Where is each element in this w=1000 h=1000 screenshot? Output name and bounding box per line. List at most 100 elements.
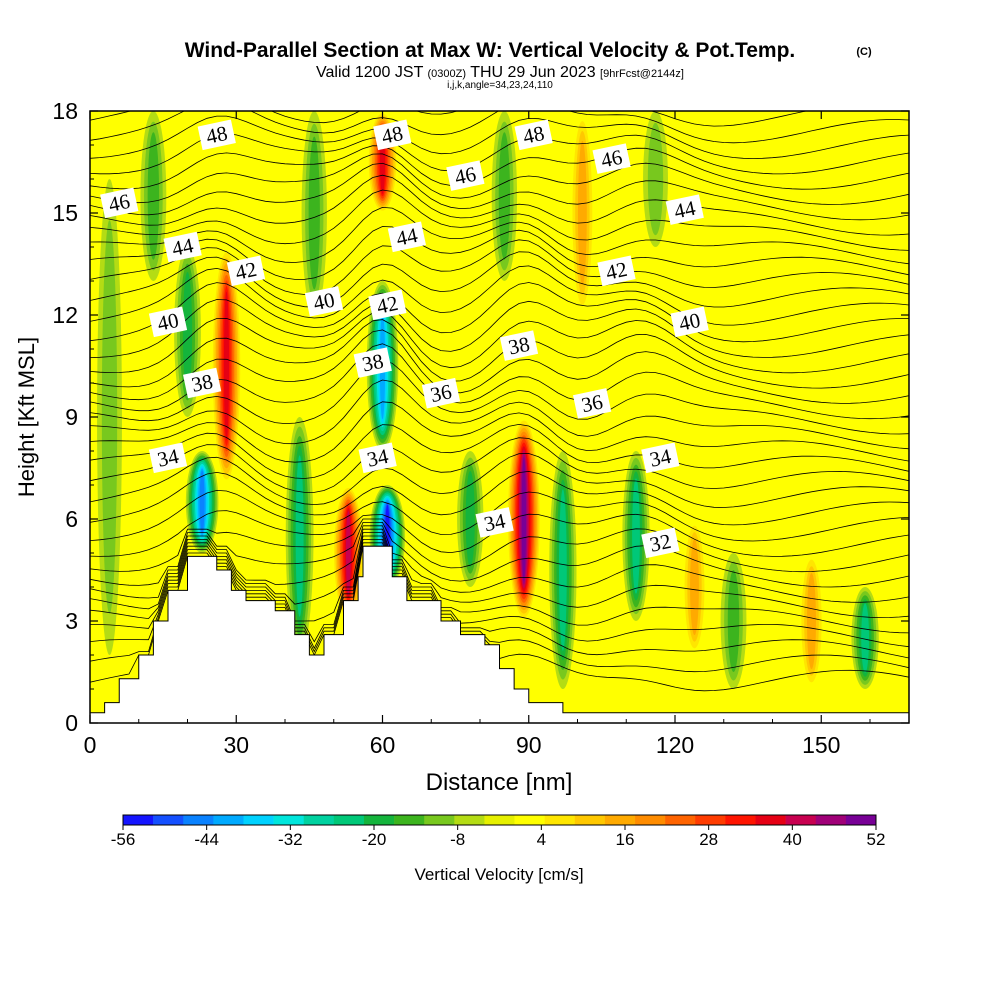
contour-label-box xyxy=(446,160,485,191)
contour-label-box xyxy=(387,221,426,253)
terrain xyxy=(89,545,910,724)
velocity-shade xyxy=(295,455,304,617)
contour-label-text: 42 xyxy=(233,257,259,285)
chart-title-mark: (C) xyxy=(856,46,872,58)
velocity-cell xyxy=(211,247,242,485)
y-tick-label: 3 xyxy=(65,608,78,634)
contour-label: 44 xyxy=(665,194,704,225)
velocity-shade xyxy=(861,603,870,673)
x-tick-label: 60 xyxy=(370,732,396,758)
pot-temp-line xyxy=(90,251,909,308)
contour-label: 40 xyxy=(304,286,344,317)
contour-label-box xyxy=(597,255,636,287)
contour-label-box xyxy=(641,527,680,559)
velocity-cell xyxy=(332,485,365,621)
contour-label-text: 46 xyxy=(106,189,132,217)
pot-temp-line xyxy=(90,311,909,374)
contour-label-box xyxy=(358,442,397,474)
colorbar-swatch xyxy=(514,815,545,825)
velocity-cell xyxy=(285,417,314,655)
colorbar-tick-label: 4 xyxy=(537,830,546,849)
y-tick-label: 0 xyxy=(65,710,78,736)
colorbar-tick-label: -56 xyxy=(111,830,136,849)
contour-label-text: 46 xyxy=(599,145,625,173)
contour-label-text: 40 xyxy=(677,308,703,336)
contour-label: 48 xyxy=(373,119,412,151)
velocity-shade xyxy=(147,132,160,260)
x-tick-label: 90 xyxy=(516,732,542,758)
contour-label: 44 xyxy=(387,221,426,253)
pot-temp-line xyxy=(90,153,909,205)
velocity-shade xyxy=(558,489,567,651)
velocity-cell xyxy=(569,111,596,315)
pot-temp-line xyxy=(90,528,909,619)
contour-label-box xyxy=(226,255,266,287)
chart-title: Wind-Parallel Section at Max W: Vertical… xyxy=(185,39,796,62)
colorbar-frame xyxy=(122,814,877,826)
contour-label-box xyxy=(183,367,222,399)
contour-label: 38 xyxy=(183,367,222,399)
contour-label-box xyxy=(197,119,236,151)
colorbar-swatch xyxy=(303,815,335,825)
colorbar-swatch xyxy=(243,815,274,825)
colorbar-swatch xyxy=(123,815,154,825)
velocity-field xyxy=(97,111,879,689)
velocity-cell xyxy=(549,451,577,689)
colorbar-swatch xyxy=(333,815,365,825)
contour-label-box xyxy=(148,442,188,474)
pot-temp-line xyxy=(90,206,909,265)
contour-label-text: 32 xyxy=(648,529,674,557)
pot-temp-line xyxy=(90,111,909,144)
pot-temp-line xyxy=(90,360,909,435)
pot-temp-line xyxy=(90,319,909,389)
contour-label: 46 xyxy=(446,160,485,191)
colorbar-tick-label: 40 xyxy=(783,830,802,849)
y-tick-label: 9 xyxy=(65,404,78,430)
y-tick-label: 6 xyxy=(65,506,78,532)
x-tick-label: 0 xyxy=(84,732,97,758)
contour-label: 46 xyxy=(100,187,139,219)
colorbar-swatch xyxy=(544,815,576,825)
pot-temp-line xyxy=(90,299,909,358)
subtitle-forecast: [9hrFcst@2144z] xyxy=(600,68,684,80)
contour-label-box xyxy=(475,507,514,538)
colorbar-swatch xyxy=(273,815,305,825)
colorbar-swatch xyxy=(574,815,606,825)
contour-label: 34 xyxy=(148,442,188,474)
colorbar-tick-label: -44 xyxy=(194,830,219,849)
contour-label-box xyxy=(368,289,407,321)
colorbar-swatch xyxy=(695,815,726,825)
contour-label: 38 xyxy=(499,330,539,361)
pot-temp-line xyxy=(90,282,909,343)
pot-temp-line xyxy=(90,239,909,295)
colorbar-swatch xyxy=(484,815,515,825)
colorbar-tick-label: -8 xyxy=(450,830,465,849)
colorbar-swatch xyxy=(785,815,817,825)
colorbar-swatch xyxy=(755,815,786,825)
velocity-shade xyxy=(632,478,640,594)
pot-temp-line xyxy=(90,115,909,159)
velocity-cell xyxy=(798,553,825,689)
contour-label: 36 xyxy=(421,377,461,409)
colorbar-swatch xyxy=(845,815,877,825)
pot-temp-line xyxy=(90,470,909,526)
y-axis-label: Height [Kft MSL] xyxy=(14,337,39,497)
pot-temp-line xyxy=(90,401,909,463)
chart-subtitle: Valid 1200 JST (0300Z) THU 29 Jun 2023 [… xyxy=(316,64,684,81)
velocity-shade xyxy=(345,510,351,596)
velocity-cell xyxy=(185,451,219,553)
contour-label-text: 36 xyxy=(428,379,454,407)
colorbar-swatch xyxy=(604,815,636,825)
colorbar-swatch xyxy=(363,815,395,825)
pot-temp-line xyxy=(90,423,909,479)
contour-label-box xyxy=(514,119,553,151)
colorbar-tick-label: 52 xyxy=(867,830,886,849)
pot-temp-line xyxy=(90,453,909,508)
velocity-cell xyxy=(643,111,668,247)
contour-label-text: 48 xyxy=(521,121,547,149)
contour-label: 46 xyxy=(592,143,631,174)
velocity-shade xyxy=(577,140,587,286)
pot-temp-line xyxy=(90,489,909,542)
contour-label: 34 xyxy=(641,442,680,474)
